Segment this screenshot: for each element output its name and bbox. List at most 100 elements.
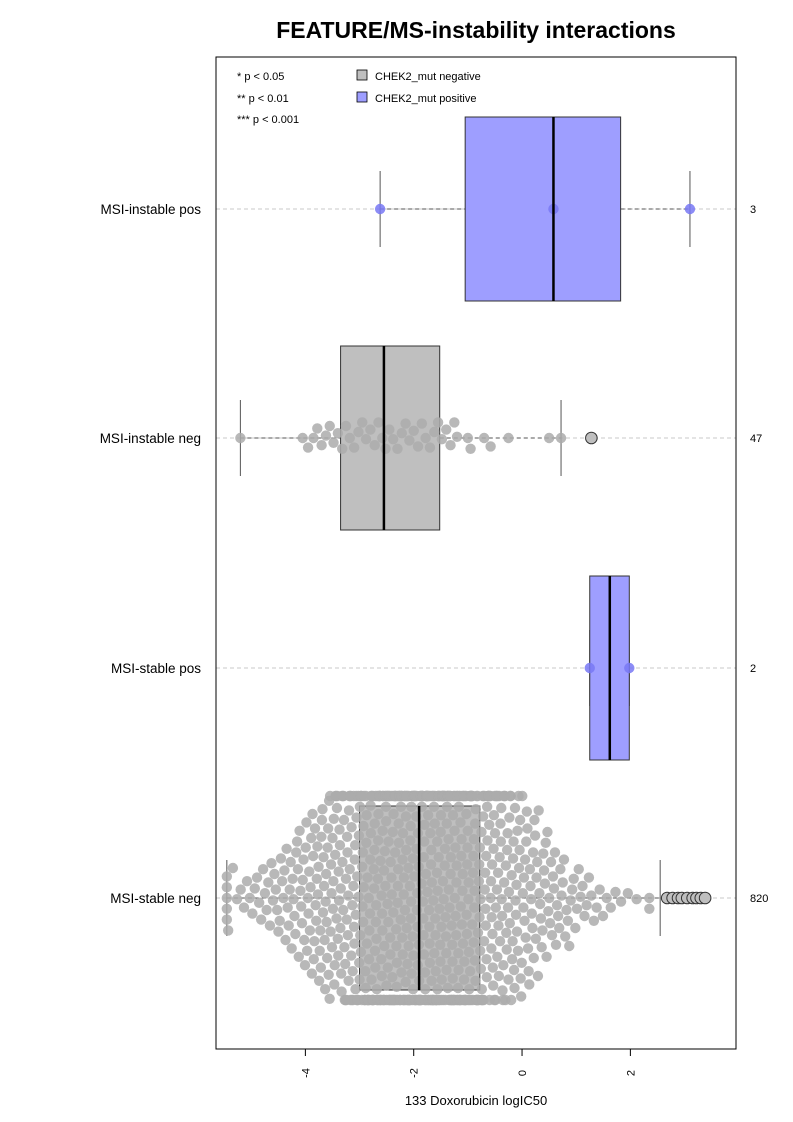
- data-point: [438, 876, 448, 886]
- data-point: [336, 883, 346, 893]
- data-point: [381, 802, 391, 812]
- data-point: [505, 918, 515, 928]
- data-point: [334, 895, 344, 905]
- data-point: [644, 904, 654, 914]
- data-point: [523, 943, 533, 953]
- data-point: [324, 994, 334, 1004]
- data-point: [521, 836, 531, 846]
- data-point: [288, 894, 298, 904]
- data-point: [591, 902, 601, 912]
- data-point: [508, 836, 518, 846]
- data-point: [306, 833, 316, 843]
- data-point: [601, 893, 611, 903]
- data-point: [426, 859, 436, 869]
- data-point: [388, 827, 398, 837]
- data-point: [440, 860, 450, 870]
- data-point: [585, 663, 595, 673]
- data-point: [459, 974, 469, 984]
- data-point: [277, 876, 287, 886]
- data-point: [473, 928, 483, 938]
- data-point: [469, 886, 479, 896]
- data-point: [400, 905, 410, 915]
- data-point: [450, 893, 460, 903]
- data-point: [242, 876, 252, 886]
- data-point: [429, 802, 439, 812]
- data-point: [298, 875, 308, 885]
- data-point: [516, 991, 526, 1001]
- data-point: [527, 923, 537, 933]
- data-point: [362, 872, 372, 882]
- data-point: [477, 984, 487, 994]
- x-tick-label: 2: [625, 1070, 637, 1076]
- data-point: [312, 841, 322, 851]
- data-point: [313, 889, 323, 899]
- data-point: [318, 852, 328, 862]
- data-point: [347, 966, 357, 976]
- data-point: [254, 898, 264, 908]
- data-point: [419, 949, 429, 959]
- data-point: [298, 854, 308, 864]
- data-point: [529, 815, 539, 825]
- data-point: [413, 441, 423, 451]
- data-point: [440, 912, 450, 922]
- data-point: [644, 893, 654, 903]
- data-point: [420, 984, 430, 994]
- data-point: [487, 912, 497, 922]
- chart-title: FEATURE/MS-instability interactions: [276, 17, 676, 43]
- data-point: [541, 952, 551, 962]
- data-point: [292, 836, 302, 846]
- data-point: [268, 895, 278, 905]
- sig-legend-2: ** p < 0.01: [237, 93, 289, 105]
- data-point: [339, 815, 349, 825]
- data-point: [370, 818, 380, 828]
- data-point: [379, 941, 389, 951]
- data-point: [422, 887, 432, 897]
- data-point: [387, 889, 397, 899]
- data-point: [417, 418, 427, 428]
- data-point: [412, 905, 422, 915]
- data-point: [273, 926, 283, 936]
- data-point: [572, 904, 582, 914]
- data-point: [260, 888, 270, 898]
- data-point: [523, 966, 533, 976]
- data-point: [284, 920, 294, 930]
- data-point: [222, 914, 232, 924]
- data-point: [289, 911, 299, 921]
- data-point: [305, 925, 315, 935]
- data-point: [353, 892, 363, 902]
- sig-legend-3: *** p < 0.001: [237, 114, 299, 126]
- data-point: [333, 934, 343, 944]
- data-point: [509, 983, 519, 993]
- data-point: [391, 941, 401, 951]
- data-point: [400, 418, 410, 428]
- data-point: [434, 852, 444, 862]
- data-point: [326, 859, 336, 869]
- data-point: [295, 886, 305, 896]
- data-point: [518, 888, 528, 898]
- data-point: [384, 424, 394, 434]
- data-point: [326, 888, 336, 898]
- data-point: [408, 950, 418, 960]
- data-point: [370, 440, 380, 450]
- data-point: [361, 838, 371, 848]
- data-point: [448, 810, 458, 820]
- data-point: [551, 940, 561, 950]
- data-point: [474, 859, 484, 869]
- data-point: [463, 877, 473, 887]
- legend-swatch-positive: [357, 92, 367, 102]
- data-point: [223, 925, 233, 935]
- data-point: [354, 974, 364, 984]
- data-point: [406, 913, 416, 923]
- data-point: [403, 863, 413, 873]
- data-point: [393, 881, 403, 891]
- legend-label-positive: CHEK2_mut positive: [375, 93, 477, 105]
- data-point: [297, 918, 307, 928]
- data-point: [474, 876, 484, 886]
- data-point: [542, 827, 552, 837]
- data-point: [469, 902, 479, 912]
- data-point: [555, 864, 565, 874]
- data-point: [304, 866, 314, 876]
- data-point: [430, 818, 440, 828]
- category-label: MSI-instable neg: [100, 431, 201, 446]
- data-point: [406, 896, 416, 906]
